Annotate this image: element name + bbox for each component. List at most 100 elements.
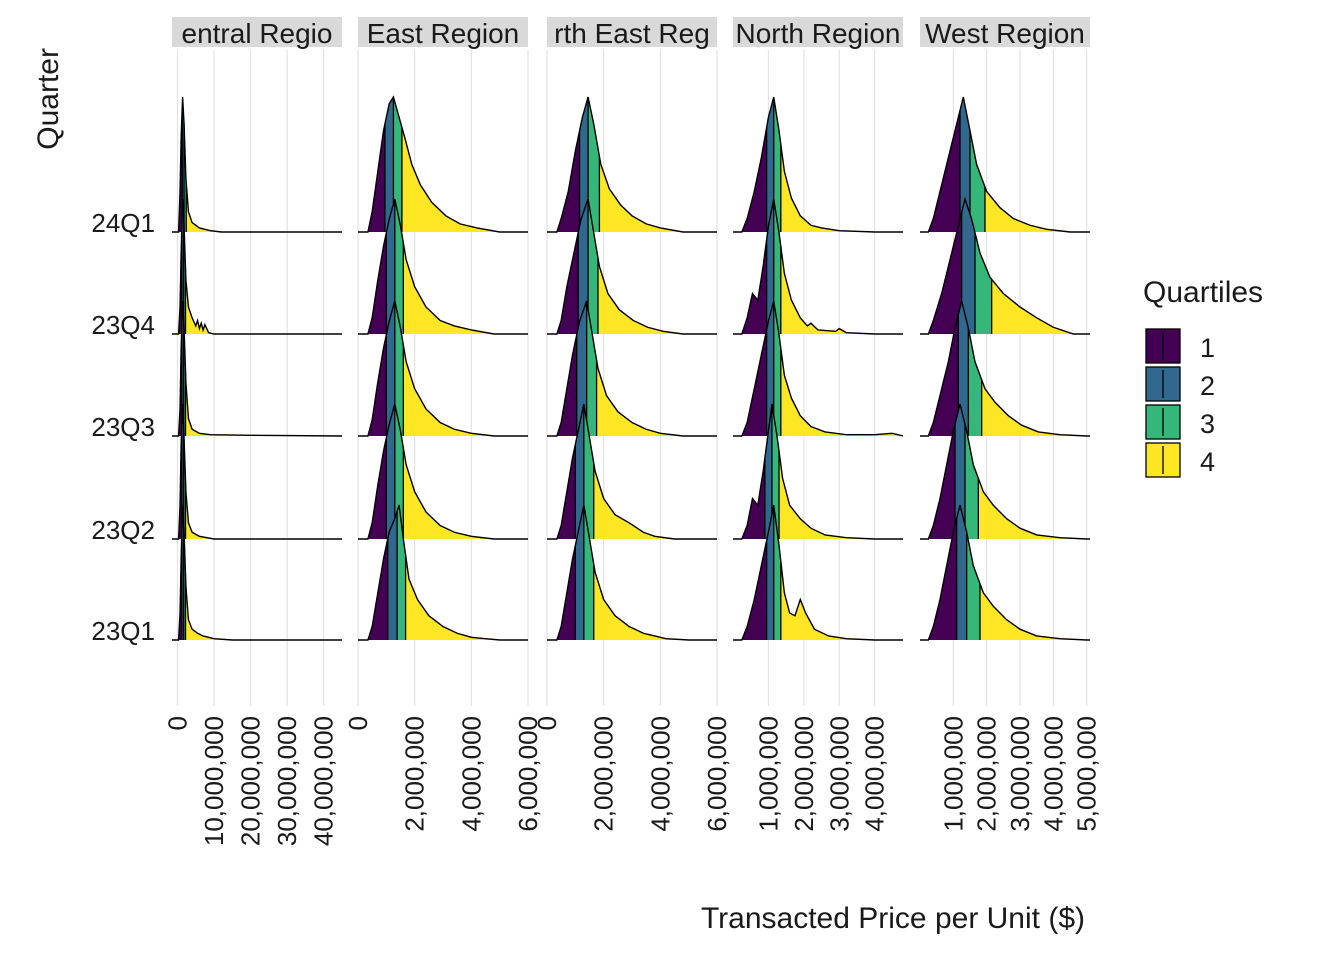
ridge-24Q1 xyxy=(358,95,528,233)
ridge-24Q1 xyxy=(733,96,903,233)
x-axis-title: Transacted Price per Unit ($) xyxy=(701,902,1085,935)
density-outline xyxy=(920,196,1090,335)
quartile-3-area xyxy=(583,404,594,539)
legend-label: 4 xyxy=(1200,447,1215,477)
ridge-24Q1 xyxy=(172,96,342,233)
strip-label: West Region xyxy=(925,18,1085,49)
quartile-4-area xyxy=(780,505,903,640)
x-tick-label: 3,000,000 xyxy=(824,716,854,832)
density-outline xyxy=(358,198,528,335)
legend: Quartiles 1 2 3 4 xyxy=(1143,276,1263,478)
strip-background xyxy=(920,17,1090,47)
quartile-2-area xyxy=(575,505,584,640)
legend-label: 1 xyxy=(1200,333,1215,363)
quartile-4-area xyxy=(185,505,342,640)
quartile-2-area xyxy=(766,505,774,640)
density-outline xyxy=(547,300,717,437)
quartile-1-area xyxy=(733,97,767,232)
density-outline xyxy=(172,403,342,540)
quartile-3-area xyxy=(970,97,985,232)
density-outline xyxy=(733,504,903,641)
quartile-3-area xyxy=(183,505,186,640)
y-tick-label: 23Q3 xyxy=(91,412,155,442)
x-tick-label: 4,000,000 xyxy=(456,716,486,832)
quartile-4-area xyxy=(991,199,1090,334)
quartile-2-area xyxy=(956,505,967,640)
quartile-2-area xyxy=(578,199,589,334)
x-tick-label: 2,000,000 xyxy=(972,716,1002,832)
ridge-23Q1 xyxy=(172,504,342,641)
x-tick-label: 40,000,000 xyxy=(309,716,339,846)
x-tick-label: 10,000,000 xyxy=(199,716,229,846)
density-outline xyxy=(358,95,528,233)
y-tick-label: 24Q1 xyxy=(91,208,155,238)
quartile-4-area xyxy=(185,301,342,436)
x-tick-label: 4,000,000 xyxy=(1038,716,1068,832)
quartile-3-area xyxy=(394,404,404,539)
quartile-2-area xyxy=(961,199,975,334)
quartile-3-area xyxy=(773,301,781,436)
x-tick-label: 3,000,000 xyxy=(1005,716,1035,832)
x-tick-label: 6,000,000 xyxy=(513,716,543,832)
quartile-3-area xyxy=(183,199,186,334)
quartile-3-area xyxy=(586,301,597,436)
density-outline xyxy=(172,504,342,641)
quartile-2-area xyxy=(575,404,584,539)
strip-background xyxy=(358,17,528,47)
quartile-2-area xyxy=(960,97,970,232)
quartile-3-area xyxy=(773,505,781,640)
quartile-3-area xyxy=(397,505,406,640)
panels: entral Regio 0 10,000,000 20,000,000 30,000,… xyxy=(162,17,1102,846)
density-outline xyxy=(920,504,1090,641)
x-tick-label: 1,000,000 xyxy=(938,716,968,832)
quartile-4-area xyxy=(185,199,342,334)
ridge-23Q4 xyxy=(172,198,342,335)
quartile-3-area xyxy=(393,97,402,232)
quartile-2-area xyxy=(181,199,184,334)
density-outline xyxy=(547,198,717,335)
strip-background xyxy=(172,17,342,47)
quartile-4-area xyxy=(593,505,717,640)
x-tick-label: 0 xyxy=(343,716,373,730)
density-outline xyxy=(172,96,342,233)
density-outline xyxy=(547,403,717,540)
quartile-3-area xyxy=(773,97,781,232)
density-outline xyxy=(172,198,342,335)
density-outline xyxy=(733,300,903,437)
density-outline xyxy=(172,300,342,437)
quartile-3-area xyxy=(183,301,186,436)
strip-label: East Region xyxy=(367,18,520,49)
quartile-4-area xyxy=(780,301,903,436)
strip-label: entral Regio xyxy=(182,18,333,49)
quartile-2-area xyxy=(958,301,969,436)
ridge-24Q1 xyxy=(547,96,717,233)
density-outline xyxy=(358,504,528,641)
quartile-2-area xyxy=(386,404,395,539)
ridge-24Q1 xyxy=(920,96,1090,233)
quartile-2-area xyxy=(181,301,184,436)
panel-east-region: East Region 0 2,000,000 4,000,000 6,000,000 xyxy=(343,17,543,832)
y-tick-label: 23Q1 xyxy=(91,616,155,646)
x-tick-label: 0 xyxy=(532,716,562,730)
panel-north-region: North Region 1,000,000 2,000,000 3,000,000 4… xyxy=(733,17,903,832)
quartile-2-area xyxy=(764,404,772,539)
strip-background xyxy=(547,17,717,47)
x-tick-label: 5,000,000 xyxy=(1072,716,1102,832)
y-axis: 23Q1 23Q2 23Q3 23Q4 24Q1 xyxy=(91,208,155,646)
quartile-4-area xyxy=(186,97,342,232)
density-outline xyxy=(920,96,1090,233)
density-outline xyxy=(920,300,1090,437)
quartile-4-area xyxy=(780,199,903,334)
quartile-4-area xyxy=(405,505,528,640)
quartile-3-area xyxy=(773,199,781,334)
quartile-2-area xyxy=(955,404,965,539)
density-outline xyxy=(733,96,903,233)
quartile-2-area xyxy=(579,97,589,232)
quartile-3-area xyxy=(771,404,780,539)
panel-central-region: entral Regio 0 10,000,000 20,000,000 30,000,… xyxy=(162,17,342,846)
y-axis-title: Quarter xyxy=(32,48,65,150)
x-tick-label: 2,000,000 xyxy=(589,716,619,832)
density-outline xyxy=(547,96,717,233)
quartile-2-area xyxy=(576,301,587,436)
quartile-2-area xyxy=(386,199,395,334)
